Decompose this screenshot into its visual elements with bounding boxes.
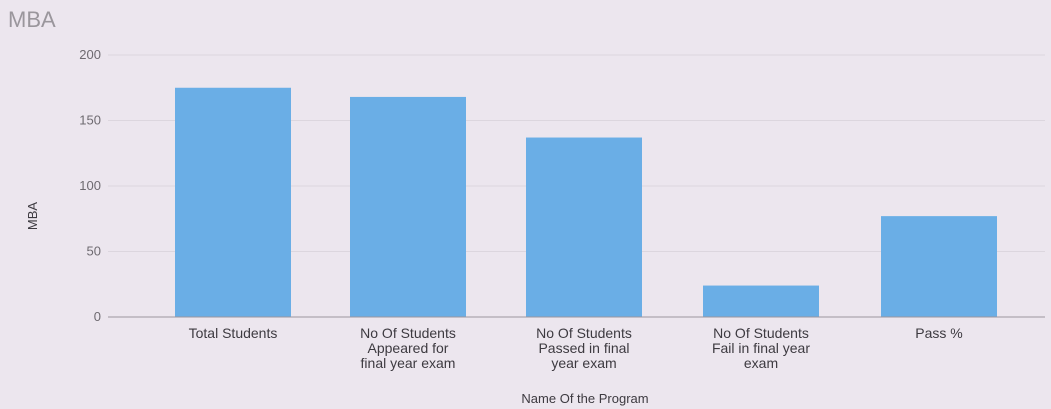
x-tick-label: No Of Students Passed in final year exam bbox=[536, 325, 632, 371]
x-axis-title: Name Of the Program bbox=[521, 391, 648, 406]
bar bbox=[175, 87, 291, 317]
bar bbox=[881, 216, 997, 317]
y-axis-ticks: 0 50 100 150 200 bbox=[79, 47, 101, 324]
y-tick-label: 200 bbox=[79, 47, 101, 62]
bars bbox=[175, 87, 997, 317]
y-tick-label: 100 bbox=[79, 178, 101, 193]
y-tick-label: 0 bbox=[94, 309, 101, 324]
y-tick-label: 50 bbox=[87, 244, 101, 259]
x-tick-label: Pass % bbox=[915, 325, 962, 341]
x-axis-category-labels: Total Students No Of Students Appeared for… bbox=[189, 325, 963, 371]
x-tick-label: No Of Students Fail in final year exam bbox=[712, 325, 810, 371]
x-tick-label: Total Students bbox=[189, 325, 278, 341]
bar bbox=[703, 285, 819, 317]
bar bbox=[350, 96, 466, 317]
chart-title: MBA bbox=[8, 7, 56, 32]
bar bbox=[526, 137, 642, 317]
y-tick-label: 150 bbox=[79, 113, 101, 128]
y-axis-title: MBA bbox=[25, 202, 40, 231]
x-tick-label: No Of Students Appeared for final year exa… bbox=[360, 325, 456, 371]
